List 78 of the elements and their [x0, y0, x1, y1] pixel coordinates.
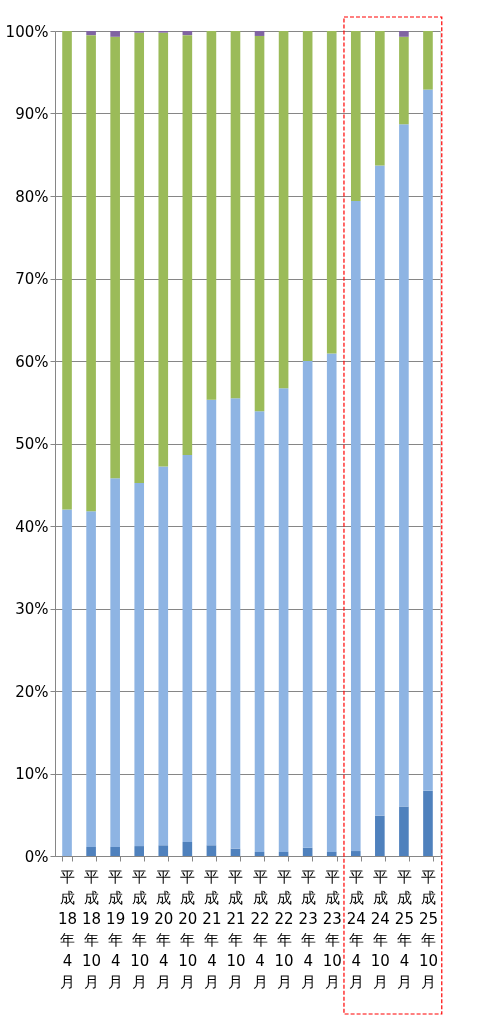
- y-tick-label: 20%: [15, 682, 49, 701]
- y-tick-label: 0%: [24, 847, 49, 866]
- bar: [110, 31, 120, 37]
- bar: [158, 32, 169, 467]
- x-tick-label: 平成20年10月: [178, 867, 198, 991]
- bar: [278, 31, 289, 389]
- bar: [110, 478, 120, 847]
- x-tick-label: 平成25年4月: [394, 867, 414, 991]
- x-tick-label: 平成25年10月: [418, 867, 439, 991]
- bar: [158, 845, 169, 856]
- bar: [375, 815, 385, 856]
- bar: [254, 35, 265, 412]
- bar: [158, 466, 169, 846]
- y-tick-label: 50%: [15, 435, 49, 453]
- bar: [134, 483, 145, 847]
- bar: [399, 31, 409, 37]
- bar: [326, 31, 337, 354]
- y-tick-label: 30%: [15, 600, 49, 618]
- bar: [62, 31, 72, 510]
- y-tick-label: 80%: [15, 187, 49, 206]
- x-tick-label: 平成18年4月: [57, 867, 78, 991]
- bar: [302, 847, 313, 856]
- bar: [350, 851, 361, 856]
- bar: [278, 851, 289, 856]
- y-tick-label: 40%: [15, 517, 49, 536]
- x-tick-label: 平成22年4月: [250, 867, 270, 991]
- bar: [110, 846, 120, 856]
- x-tick-label: 平成18年10月: [82, 867, 102, 991]
- bar: [182, 455, 193, 842]
- bar: [423, 790, 433, 856]
- x-tick-label: 平成20年4月: [154, 867, 174, 991]
- bar: [375, 31, 385, 166]
- bar: [230, 31, 241, 399]
- bar: [86, 35, 96, 512]
- x-tick-label: 平成19年10月: [130, 867, 150, 991]
- x-tick-label: 平成24年4月: [346, 867, 366, 991]
- bar: [254, 411, 265, 852]
- x-tick-label: 平成19年4月: [106, 867, 126, 991]
- x-tick-label: 平成21年4月: [202, 867, 222, 991]
- bar: [182, 35, 193, 456]
- bar: [134, 846, 145, 856]
- bar: [206, 399, 217, 846]
- x-tick-label: 平成24年10月: [370, 867, 390, 991]
- y-tick-label: 100%: [5, 22, 49, 41]
- bar: [182, 841, 193, 856]
- bar: [254, 851, 265, 856]
- bar: [302, 31, 313, 361]
- bar: [62, 509, 72, 856]
- y-tick-label: 60%: [15, 352, 49, 371]
- bar: [326, 851, 337, 856]
- bar: [350, 200, 361, 852]
- bar: [134, 32, 145, 484]
- x-tick-label: 平成23年4月: [298, 867, 318, 991]
- y-tick-label: 90%: [15, 105, 49, 123]
- x-tick-label: 平成21年10月: [226, 867, 246, 991]
- bar: [302, 361, 313, 848]
- bar: [110, 36, 120, 479]
- bar: [399, 36, 409, 125]
- bar: [399, 124, 409, 807]
- bar: [86, 846, 96, 856]
- bar: [423, 31, 433, 90]
- bar: [399, 806, 409, 856]
- bar: [86, 511, 96, 847]
- bar: [254, 31, 265, 36]
- bar: [86, 31, 96, 36]
- bar: [326, 353, 337, 852]
- bar: [206, 845, 217, 856]
- bar: [350, 31, 361, 201]
- y-tick-label: 10%: [15, 765, 49, 783]
- x-tick-label: 平成22年10月: [274, 867, 294, 991]
- bar: [375, 165, 385, 816]
- x-tick-label: 平成23年10月: [322, 867, 342, 991]
- bar: [182, 31, 193, 36]
- bar: [230, 398, 241, 849]
- bar: [278, 388, 289, 852]
- bar: [206, 31, 217, 400]
- bar: [423, 89, 433, 791]
- y-tick-label: 70%: [15, 270, 49, 288]
